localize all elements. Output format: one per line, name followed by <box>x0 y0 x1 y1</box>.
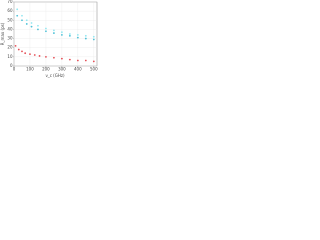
point <box>53 56 55 59</box>
point <box>76 36 79 39</box>
chart: ν_c (GHz) R_max (ps) 0 10 20 30 40 50 60 70 0 100… <box>0 0 98 78</box>
point <box>37 24 39 27</box>
point <box>84 59 87 62</box>
point <box>68 58 71 61</box>
point <box>21 19 23 22</box>
point <box>30 22 33 24</box>
point <box>21 50 23 53</box>
point <box>45 30 47 33</box>
x-tick-label: 100 <box>26 67 34 72</box>
point <box>16 14 19 17</box>
y-tick-label: 0 <box>10 63 13 68</box>
point <box>37 28 39 31</box>
point <box>60 34 63 36</box>
y-tick-label: 20 <box>7 45 13 50</box>
point <box>53 29 55 32</box>
point <box>25 23 28 25</box>
point <box>21 14 23 17</box>
point <box>45 27 47 30</box>
point <box>76 34 79 36</box>
y-tick-label: 40 <box>7 26 13 31</box>
point <box>38 55 41 57</box>
point <box>60 57 63 60</box>
point <box>60 31 63 34</box>
point <box>25 19 28 22</box>
point <box>17 48 20 51</box>
point <box>16 8 19 11</box>
point <box>53 32 55 34</box>
point <box>68 33 71 35</box>
point <box>84 34 87 37</box>
point <box>76 59 79 62</box>
x-tick-label: 0 <box>13 67 16 72</box>
x-tick-label: 400 <box>74 67 82 72</box>
plot-frame <box>13 1 98 67</box>
point <box>92 38 95 41</box>
x-tick-label: 200 <box>42 67 50 72</box>
point <box>92 35 95 38</box>
point <box>14 44 17 47</box>
point <box>29 53 31 56</box>
x-tick-label: 300 <box>58 67 66 72</box>
y-tick-label: 30 <box>7 36 13 41</box>
point <box>33 54 36 56</box>
y-tick-label: 50 <box>7 17 13 22</box>
y-axis-label: R_max (ps) <box>0 22 5 45</box>
point <box>45 55 47 58</box>
y-tick-label: 60 <box>7 8 13 13</box>
point <box>84 37 87 40</box>
point <box>68 34 71 37</box>
y-tick-label: 10 <box>7 54 13 59</box>
x-axis-label: ν_c (GHz) <box>45 73 64 78</box>
point <box>92 60 95 63</box>
point <box>24 52 27 55</box>
y-tick-label: 70 <box>7 0 13 4</box>
x-tick-label: 500 <box>90 67 98 72</box>
point <box>30 25 33 28</box>
